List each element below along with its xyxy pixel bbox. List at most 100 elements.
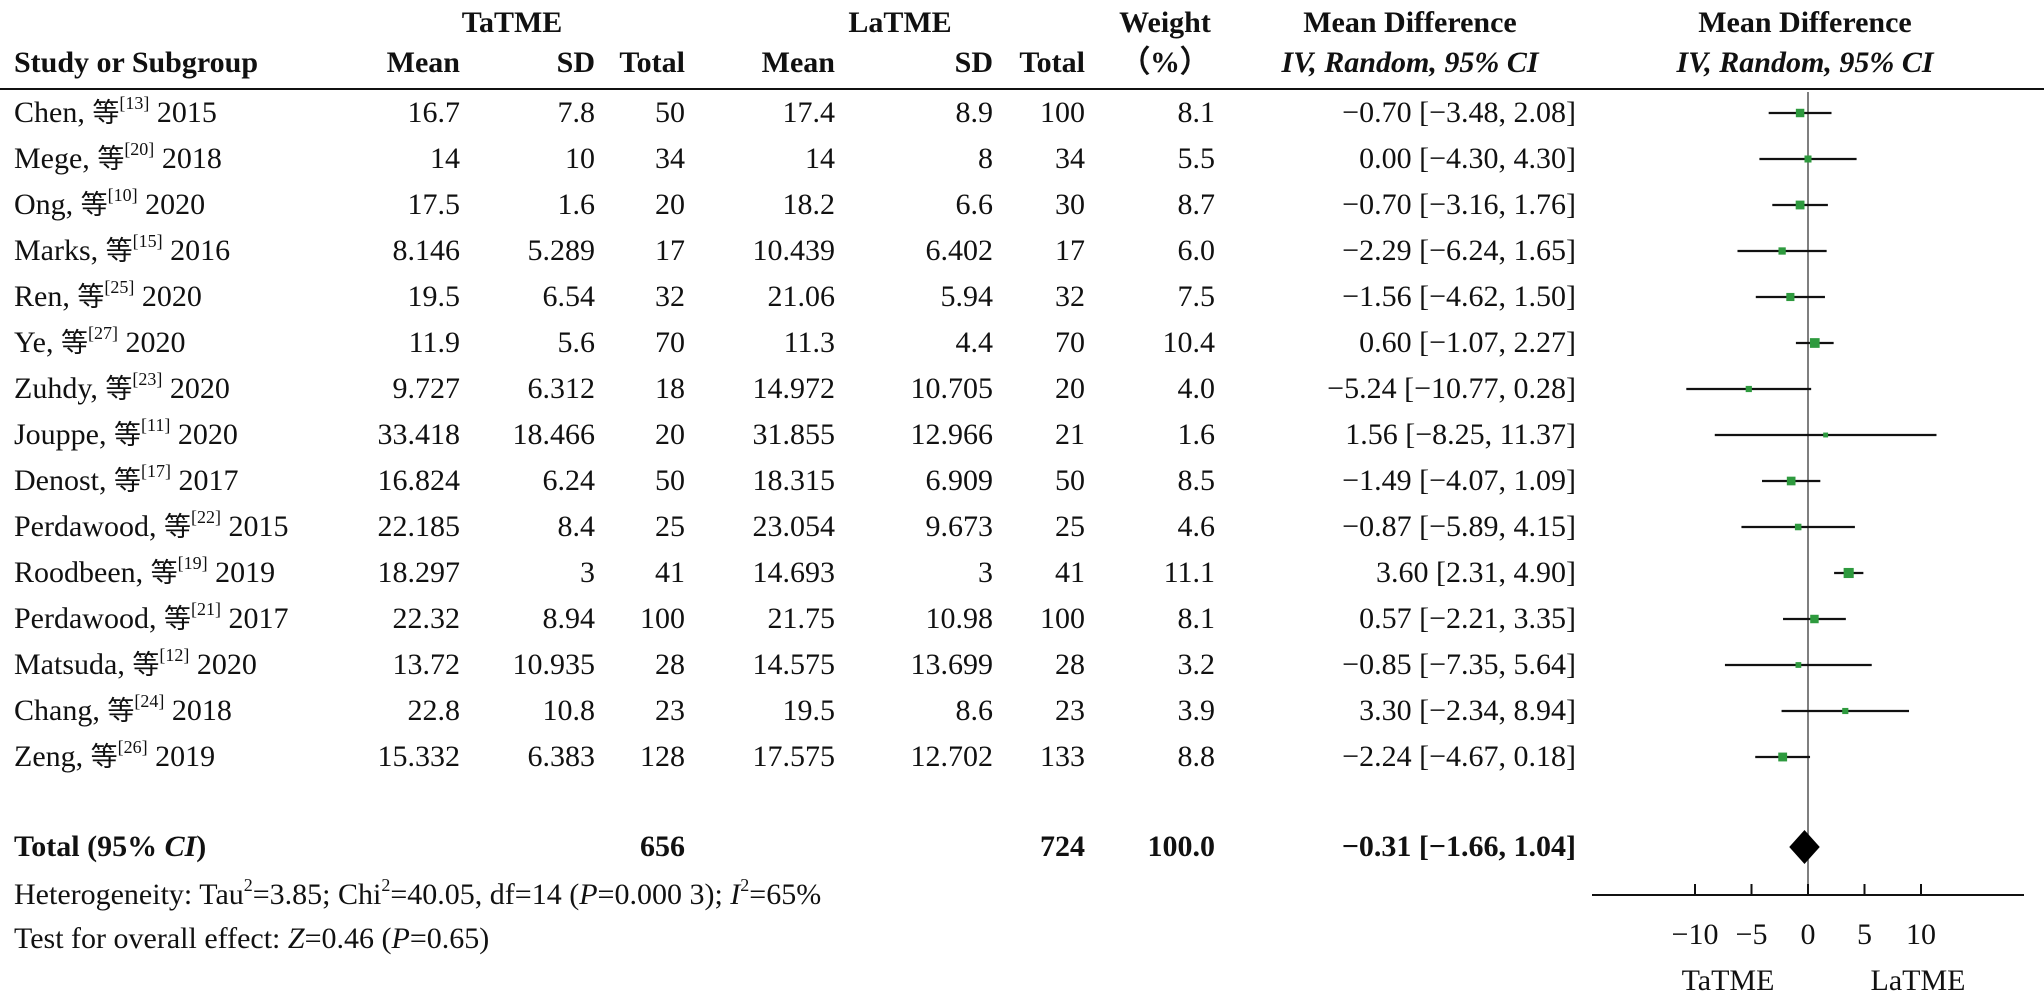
cell-mean2: 23.054 [752, 510, 836, 543]
mean1-header: Mean [386, 46, 460, 79]
cell-ci-text: −5.24 [−10.77, 0.28] [1327, 372, 1576, 405]
cell-sd1: 6.24 [542, 464, 596, 497]
cell-n1: 28 [655, 648, 685, 681]
point-estimate [1745, 385, 1752, 393]
cell-n1: 32 [655, 280, 685, 313]
study-label: Matsuda, 等[12] 2020 [14, 645, 257, 681]
cell-weight: 6.0 [1177, 234, 1216, 267]
cell-ci-text: −1.56 [−4.62, 1.50] [1342, 280, 1576, 313]
cell-n2: 32 [1055, 280, 1085, 313]
cell-mean1: 13.72 [392, 648, 461, 681]
study-label: Jouppe, 等[11] 2020 [14, 415, 238, 451]
cell-n2: 34 [1055, 142, 1085, 175]
study-column-header: Study or Subgroup [14, 46, 259, 79]
cell-weight: 11.1 [1163, 556, 1215, 589]
group2-header: LaTME [848, 6, 952, 39]
cell-sd1: 7.8 [557, 96, 596, 129]
point-estimate [1778, 247, 1786, 255]
total-n2: 724 [1040, 830, 1085, 863]
cell-sd1: 10.8 [542, 694, 596, 727]
favours-left-label: TaTME [1682, 964, 1775, 994]
study-label: Ong, 等[10] 2020 [14, 185, 206, 221]
heterogeneity-line: Heterogeneity: Tau2=3.85; Chi2=40.05, df… [14, 875, 822, 911]
cell-ci-text: 0.60 [−1.07, 2.27] [1359, 326, 1576, 359]
cell-n1: 34 [655, 142, 685, 175]
study-label: Chang, 等[24] 2018 [14, 691, 232, 727]
overall-diamond [1789, 830, 1820, 864]
cell-sd2: 6.909 [925, 464, 994, 497]
cell-mean1: 17.5 [407, 188, 461, 221]
cell-sd2: 6.402 [925, 234, 994, 267]
cell-n1: 23 [655, 694, 685, 727]
cell-n2: 133 [1040, 740, 1085, 773]
cell-sd2: 9.673 [925, 510, 994, 543]
point-estimate [1823, 432, 1829, 438]
cell-mean2: 19.5 [782, 694, 836, 727]
cell-ci-text: 3.60 [2.31, 4.90] [1376, 556, 1576, 589]
cell-n1: 128 [640, 740, 685, 773]
cell-weight: 8.8 [1177, 740, 1216, 773]
cell-n1: 18 [655, 372, 685, 405]
x-tick-label: 5 [1857, 918, 1872, 951]
cell-mean1: 14 [430, 142, 460, 175]
cell-mean1: 11.9 [408, 326, 460, 359]
cell-n1: 70 [655, 326, 685, 359]
study-label: Denost, 等[17] 2017 [14, 461, 239, 497]
study-label: Chen, 等[13] 2015 [14, 93, 217, 129]
cell-n1: 20 [655, 418, 685, 451]
cell-mean2: 14.693 [752, 556, 836, 589]
point-estimate [1810, 614, 1819, 624]
total1-header: Total [619, 46, 685, 79]
cell-mean2: 11.3 [783, 326, 835, 359]
cell-mean1: 22.185 [377, 510, 461, 543]
cell-ci-text: 0.00 [−4.30, 4.30] [1359, 142, 1576, 175]
cell-n2: 21 [1055, 418, 1085, 451]
cell-n1: 20 [655, 188, 685, 221]
cell-n2: 30 [1055, 188, 1085, 221]
cell-weight: 5.5 [1177, 142, 1216, 175]
point-estimate [1795, 200, 1805, 210]
cell-mean2: 14 [805, 142, 835, 175]
total-md-ci: −0.31 [−1.66, 1.04] [1341, 830, 1576, 863]
total2-header: Total [1019, 46, 1085, 79]
group1-header: TaTME [461, 6, 563, 39]
cell-weight: 3.9 [1177, 694, 1216, 727]
total-weight: 100.0 [1147, 830, 1216, 863]
md-subheader: IV, Random, 95% CI [1281, 46, 1539, 79]
point-estimate [1786, 476, 1796, 486]
cell-n1: 50 [655, 96, 685, 129]
study-label: Zeng, 等[26] 2019 [14, 737, 216, 773]
sd2-header: SD [954, 46, 993, 79]
total-n1: 656 [640, 830, 685, 863]
cell-mean1: 22.32 [392, 602, 461, 635]
cell-n1: 50 [655, 464, 685, 497]
cell-ci-text: −2.24 [−4.67, 0.18] [1342, 740, 1576, 773]
favours-right-label: LaTME [1871, 964, 1966, 994]
cell-mean1: 18.297 [377, 556, 461, 589]
cell-mean1: 16.824 [377, 464, 461, 497]
x-tick-label: −5 [1736, 918, 1768, 951]
cell-weight: 10.4 [1162, 326, 1216, 359]
cell-ci-text: −1.49 [−4.07, 1.09] [1342, 464, 1576, 497]
point-estimate [1809, 338, 1820, 348]
cell-weight: 3.2 [1177, 648, 1216, 681]
cell-ci-text: −0.85 [−7.35, 5.64] [1342, 648, 1576, 681]
cell-weight: 4.6 [1177, 510, 1216, 543]
cell-n2: 17 [1055, 234, 1085, 267]
cell-sd1: 10.935 [512, 648, 596, 681]
point-estimate [1843, 567, 1854, 579]
md-header: Mean Difference [1303, 6, 1517, 39]
plot-header: Mean Difference [1698, 6, 1912, 39]
cell-n1: 100 [640, 602, 685, 635]
cell-mean1: 15.332 [377, 740, 461, 773]
cell-n2: 100 [1040, 96, 1085, 129]
cell-mean2: 14.972 [752, 372, 836, 405]
cell-mean2: 18.315 [752, 464, 836, 497]
cell-n2: 23 [1055, 694, 1085, 727]
cell-sd2: 12.966 [910, 418, 994, 451]
cell-ci-text: −0.70 [−3.48, 2.08] [1342, 96, 1576, 129]
cell-sd2: 3 [978, 556, 993, 589]
study-label: Ren, 等[25] 2020 [14, 277, 202, 313]
cell-sd2: 8.6 [955, 694, 994, 727]
